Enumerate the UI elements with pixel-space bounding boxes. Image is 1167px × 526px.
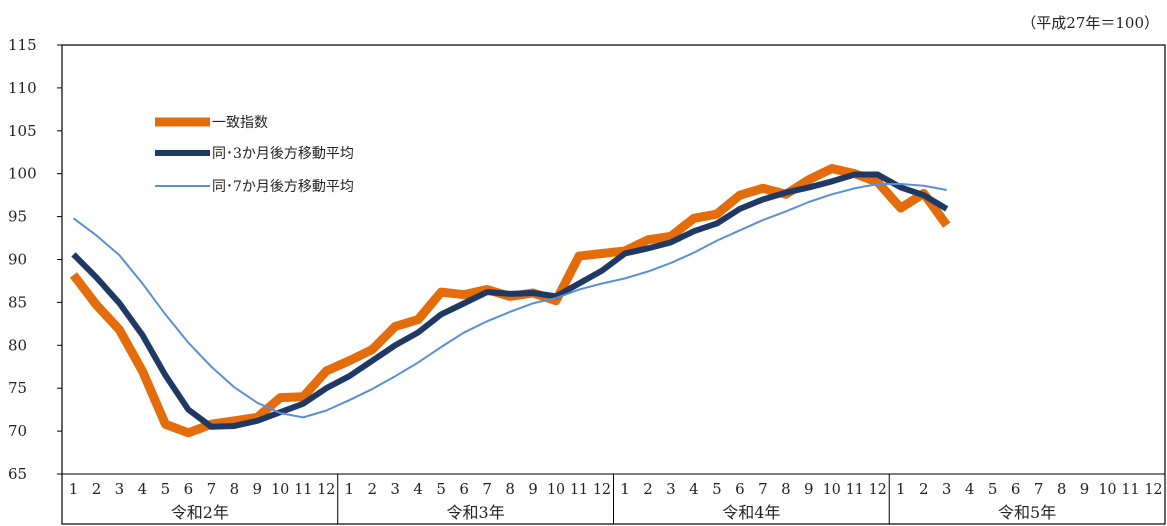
x-tick-label: 5 <box>988 480 998 498</box>
x-tick-label: 1 <box>620 480 630 498</box>
year-group-label: 令和2年 <box>171 503 229 522</box>
x-tick-label: 2 <box>92 480 102 498</box>
year-group-labels: 令和2年 令和3年 令和4年 令和5年 <box>171 503 1056 522</box>
x-tick-label: 8 <box>1057 480 1067 498</box>
x-tick-label: 12 <box>1145 480 1163 498</box>
unit-note: （平成27年＝100） <box>1021 14 1159 32</box>
y-tick-label: 110 <box>8 79 37 97</box>
x-tick-label: 7 <box>482 480 492 498</box>
y-axis-ticks: 65 70 75 80 85 90 95 100 105 110 115 <box>8 36 62 483</box>
x-tick-label: 10 <box>823 480 841 498</box>
x-tick-label: 6 <box>735 480 745 498</box>
x-tick-label: 3 <box>115 480 125 498</box>
x-tick-label: 12 <box>593 480 611 498</box>
x-tick-label: 4 <box>138 480 148 498</box>
x-tick-label: 2 <box>919 480 929 498</box>
chart-axes <box>61 44 1166 525</box>
legend-label: 一致指数 <box>212 115 268 131</box>
series-lines <box>69 164 951 438</box>
x-tick-label: 5 <box>161 480 171 498</box>
x-tick-label: 6 <box>1011 480 1021 498</box>
x-tick-label: 3 <box>942 480 952 498</box>
x-tick-label: 2 <box>367 480 377 498</box>
x-tick-label: 1 <box>69 480 79 498</box>
y-tick-label: 65 <box>8 465 27 483</box>
x-tick-label: 11 <box>294 480 312 498</box>
y-tick-label: 85 <box>8 293 27 311</box>
series-line <box>71 171 949 430</box>
year-group-label: 令和4年 <box>722 503 780 522</box>
x-tick-label: 3 <box>390 480 400 498</box>
y-tick-label: 70 <box>8 422 27 440</box>
y-tick-label: 115 <box>8 36 37 54</box>
x-tick-label: 9 <box>253 480 263 498</box>
x-tick-label: 10 <box>271 480 289 498</box>
x-tick-label: 6 <box>459 480 469 498</box>
y-tick-label: 95 <box>8 208 27 226</box>
x-tick-label: 8 <box>781 480 791 498</box>
x-tick-label: 11 <box>846 480 864 498</box>
y-tick-label: 100 <box>8 165 37 183</box>
x-tick-label: 8 <box>230 480 240 498</box>
x-tick-label: 3 <box>666 480 676 498</box>
x-tick-label: 12 <box>317 480 335 498</box>
x-tick-label: 9 <box>528 480 538 498</box>
y-tick-label: 80 <box>8 336 27 354</box>
x-tick-label: 8 <box>505 480 515 498</box>
legend-label: 同･7か月後方移動平均 <box>212 179 354 195</box>
x-tick-label: 7 <box>207 480 217 498</box>
y-tick-label: 90 <box>8 251 27 269</box>
year-group-label: 令和3年 <box>447 503 505 522</box>
x-tick-label: 2 <box>643 480 653 498</box>
y-tick-label: 105 <box>8 122 37 140</box>
x-tick-label: 11 <box>570 480 588 498</box>
series-line <box>72 183 947 419</box>
x-tick-label: 1 <box>896 480 906 498</box>
x-tick-label: 12 <box>869 480 887 498</box>
x-tick-label: 5 <box>712 480 722 498</box>
x-tick-label: 4 <box>689 480 699 498</box>
x-tick-label: 9 <box>804 480 814 498</box>
x-tick-label: 4 <box>413 480 423 498</box>
x-tick-label: 1 <box>344 480 354 498</box>
x-tick-label: 7 <box>1034 480 1044 498</box>
x-tick-label: 4 <box>965 480 975 498</box>
x-tick-label: 10 <box>547 480 565 498</box>
x-axis-ticks: 1 2 3 4 5 6 7 8 9 10 11 12 1 2 3 4 5 6 7 8 9 10 11 12 1 2 3 4 5 6 7 8 9 1… <box>69 480 1163 498</box>
x-tick-label: 10 <box>1099 480 1117 498</box>
series-line <box>69 164 951 438</box>
legend-label: 同･3か月後方移動平均 <box>212 146 354 162</box>
x-tick-label: 7 <box>758 480 768 498</box>
year-group-label: 令和5年 <box>998 503 1056 522</box>
x-tick-label: 9 <box>1080 480 1090 498</box>
x-tick-label: 11 <box>1122 480 1140 498</box>
x-tick-label: 6 <box>184 480 194 498</box>
x-tick-label: 5 <box>436 480 446 498</box>
y-tick-label: 75 <box>8 379 27 397</box>
